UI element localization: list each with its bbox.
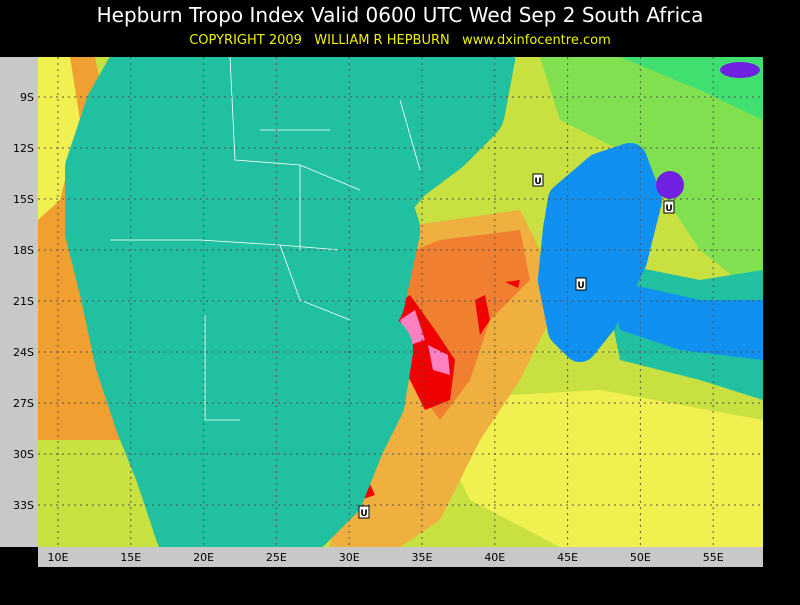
field-band [610, 280, 763, 360]
lat-label: 21S [13, 295, 34, 308]
markers: U U U U [358, 173, 675, 519]
lat-label: 9S [20, 91, 34, 104]
marker-label: U [665, 204, 672, 214]
marker-label: U [534, 177, 541, 187]
field-spot [720, 62, 760, 78]
lon-label: 10E [48, 551, 69, 564]
lat-label: 27S [13, 397, 34, 410]
lat-label: 24S [13, 346, 34, 359]
lon-label: 15E [120, 551, 141, 564]
marker-box [532, 173, 544, 187]
lat-label: 15S [13, 193, 34, 206]
title: Hepburn Tropo Index Valid 0600 UTC Wed S… [97, 3, 704, 27]
map [38, 57, 763, 547]
lon-label: 30E [339, 551, 360, 564]
lon-label: 35E [412, 551, 433, 564]
marker-label: U [360, 509, 367, 519]
lat-label: 30S [13, 448, 34, 461]
lat-label: 12S [13, 142, 34, 155]
field-spot [656, 171, 684, 199]
borders [110, 57, 421, 421]
marker-box [358, 505, 370, 519]
marker-label: U [577, 281, 584, 291]
ticks: 9S 12S 15S 18S 21S 24S 27S 30S 33S 10E 15E 20E 25E 30… [13, 91, 724, 564]
coast-bands [65, 57, 760, 547]
lat-label: 33S [13, 499, 34, 512]
subtitle: COPYRIGHT 2009 WILLIAM R HEPBURN www.dxi… [189, 33, 611, 48]
lon-label: 40E [484, 551, 505, 564]
lat-label: 18S [13, 244, 34, 257]
lon-label: 50E [630, 551, 651, 564]
lon-label: 25E [266, 551, 287, 564]
lon-label: 45E [557, 551, 578, 564]
marker-box [663, 200, 675, 214]
field-band [540, 57, 763, 300]
grid [38, 57, 763, 547]
lon-label: 55E [703, 551, 724, 564]
field-band [400, 310, 450, 375]
lat-axis-panel [0, 57, 38, 547]
lon-label: 20E [193, 551, 214, 564]
field-band [420, 390, 763, 547]
lon-axis-panel [38, 547, 763, 567]
marker-box [575, 277, 587, 291]
field-band [38, 57, 80, 220]
